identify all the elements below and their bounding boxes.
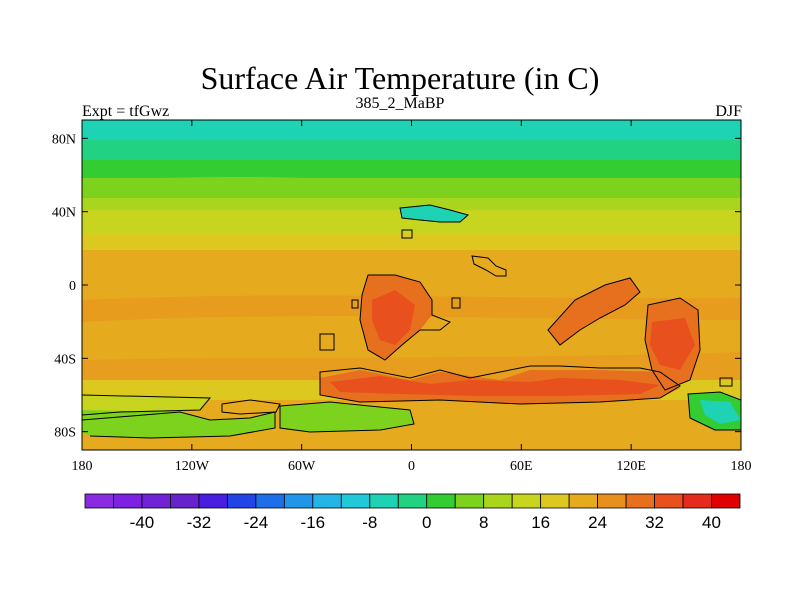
colorbar-label: 32 bbox=[645, 513, 664, 532]
colorbar-box bbox=[198, 493, 228, 509]
coast-south-east bbox=[687, 391, 741, 431]
colorbar-box bbox=[540, 493, 570, 509]
colorbar-label: 8 bbox=[479, 513, 488, 532]
colorbar-box bbox=[597, 493, 627, 509]
colorbar-box bbox=[397, 493, 428, 509]
coast-islet-c bbox=[451, 297, 461, 309]
colorbar-labels: -40 -32 -24 -16 -8 0 8 16 24 32 40 bbox=[130, 513, 721, 532]
band-north-mid bbox=[82, 198, 741, 210]
x-tick-label: 60E bbox=[510, 459, 533, 474]
colorbar-label: 16 bbox=[531, 513, 550, 532]
y-tick-label: 40S bbox=[54, 352, 76, 367]
run-label: 385_2_MaBP bbox=[355, 95, 445, 112]
x-tick-label: 60W bbox=[288, 459, 316, 474]
x-tick-label: 0 bbox=[408, 459, 415, 474]
band-north-high bbox=[82, 160, 741, 178]
x-tick-label: 180 bbox=[72, 459, 93, 474]
map-plot-area bbox=[82, 120, 741, 450]
colorbar-label: 24 bbox=[588, 513, 607, 532]
band-subarctic bbox=[82, 140, 741, 160]
island-south-west-b bbox=[82, 410, 275, 438]
colorbar-label: 40 bbox=[702, 513, 721, 532]
colorbar-box bbox=[369, 493, 399, 509]
colorbar-box bbox=[226, 493, 257, 509]
coast-east bbox=[644, 297, 701, 391]
colorbar-box bbox=[312, 493, 342, 509]
y-tick-label: 80N bbox=[52, 132, 76, 147]
colorbar-label: -16 bbox=[301, 513, 326, 532]
coast-islet-b bbox=[319, 333, 335, 351]
coast-south-islet bbox=[221, 399, 281, 415]
colorbar-box bbox=[113, 493, 143, 509]
colorbar-box bbox=[654, 493, 684, 509]
y-tick-label: 0 bbox=[69, 279, 76, 294]
coast-northern-lake bbox=[399, 204, 470, 223]
island-south-east-cool bbox=[700, 400, 741, 424]
colorbar-label: 0 bbox=[422, 513, 431, 532]
northern-lake bbox=[400, 205, 468, 222]
experiment-label: Expt = tfGwz bbox=[82, 103, 170, 120]
coast-islet-a bbox=[351, 299, 359, 309]
colorbar-box bbox=[283, 493, 314, 509]
band-north-subtropics bbox=[82, 234, 741, 250]
landmass-east-arm bbox=[548, 278, 640, 345]
colorbar-label: -8 bbox=[362, 513, 377, 532]
colorbar-label: -40 bbox=[130, 513, 155, 532]
coast-southern-belt bbox=[319, 365, 681, 405]
y-tick-label: 40N bbox=[52, 206, 76, 221]
coast-islet-d bbox=[719, 377, 733, 387]
x-tick-label: 180 bbox=[731, 459, 752, 474]
colorbar-box bbox=[511, 493, 542, 509]
band-wave-north bbox=[82, 177, 741, 198]
coast-west-africa bbox=[359, 274, 451, 361]
colorbar-box bbox=[682, 493, 712, 509]
colorbar-box bbox=[454, 493, 485, 509]
colorbar-box bbox=[84, 493, 114, 509]
island-south-west-a bbox=[82, 395, 210, 415]
colorbar-box bbox=[483, 493, 513, 509]
x-tick-label: 120W bbox=[175, 459, 210, 474]
colorbar-box bbox=[711, 493, 741, 509]
band-arctic bbox=[82, 120, 741, 140]
colorbar-box bbox=[340, 493, 371, 509]
colorbar-box bbox=[255, 493, 285, 509]
colorbar-label: -32 bbox=[187, 513, 212, 532]
coast-island-arc bbox=[471, 255, 507, 277]
season-label: DJF bbox=[715, 103, 742, 120]
coast-south-west-a bbox=[82, 394, 212, 416]
landmass-east-hot bbox=[650, 318, 695, 370]
map-axis-ticks: 180 120W 60W 0 60E 120E 180 80N 40N 0 40S 80S bbox=[52, 120, 752, 474]
landmass-southern-belt-hot bbox=[330, 376, 660, 396]
colorbar-box bbox=[170, 493, 200, 509]
y-tick-label: 80S bbox=[54, 426, 76, 441]
colorbar-box bbox=[625, 493, 655, 509]
x-tick-label: 120E bbox=[616, 459, 646, 474]
colorbar-label: -24 bbox=[244, 513, 269, 532]
colorbar-boxes bbox=[84, 493, 741, 509]
coast-small-island bbox=[401, 229, 413, 239]
colorbar-box bbox=[426, 493, 456, 509]
island-south-central bbox=[280, 402, 414, 432]
coast-south-central bbox=[279, 401, 415, 433]
coast-east-arm bbox=[547, 277, 641, 346]
figure-title: Surface Air Temperature (in C) bbox=[200, 60, 600, 96]
colorbar-box bbox=[568, 493, 599, 509]
coastlines bbox=[82, 204, 741, 439]
colorbar-box bbox=[141, 493, 171, 509]
landmass-west-africa-hot bbox=[372, 290, 415, 345]
